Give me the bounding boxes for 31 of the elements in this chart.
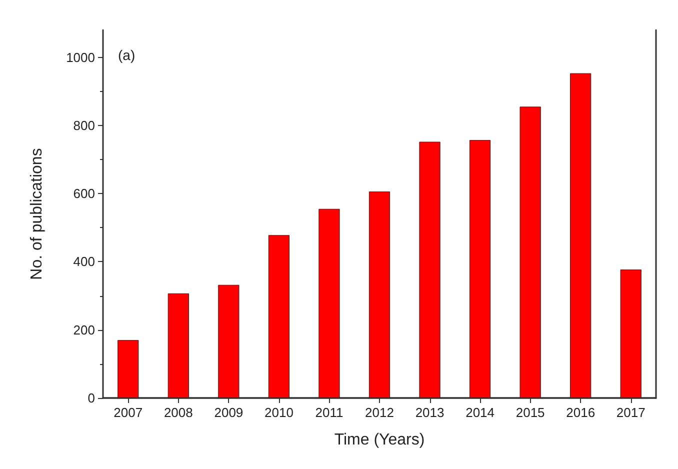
annotation: (a) <box>118 47 136 63</box>
x-tick-label: 2011 <box>315 405 344 420</box>
y-axis-title: No. of publications <box>28 148 46 280</box>
y-tick-label: 800 <box>73 118 95 133</box>
y-tick-label: 0 <box>88 390 95 406</box>
bar <box>268 235 290 398</box>
bar <box>368 192 390 398</box>
x-tick-label: 2012 <box>365 405 394 420</box>
x-tick-label: 2008 <box>164 405 193 420</box>
x-tick-label: 2007 <box>114 405 143 420</box>
bar <box>168 293 189 398</box>
bar <box>118 340 139 398</box>
bar <box>570 73 592 398</box>
x-tick-label: 2014 <box>466 405 495 420</box>
x-tick-label: 2017 <box>616 405 646 420</box>
bar <box>469 140 491 398</box>
bar <box>218 284 240 398</box>
y-tick-label: 600 <box>73 186 95 202</box>
bar <box>520 106 541 398</box>
x-axis-title: Time (Years) <box>334 432 425 448</box>
y-tick-label: 400 <box>73 254 95 270</box>
x-tick-label: 2009 <box>214 405 244 420</box>
y-tick-label: 200 <box>73 322 95 338</box>
bar <box>620 270 642 398</box>
bar <box>318 208 340 398</box>
x-tick-label: 2015 <box>516 405 545 420</box>
x-tick-label: 2013 <box>415 405 444 420</box>
y-tick-label: 1000 <box>66 50 95 65</box>
x-tick-label: 2016 <box>566 405 596 420</box>
x-tick-label: 2010 <box>264 405 294 420</box>
bar <box>419 142 440 398</box>
